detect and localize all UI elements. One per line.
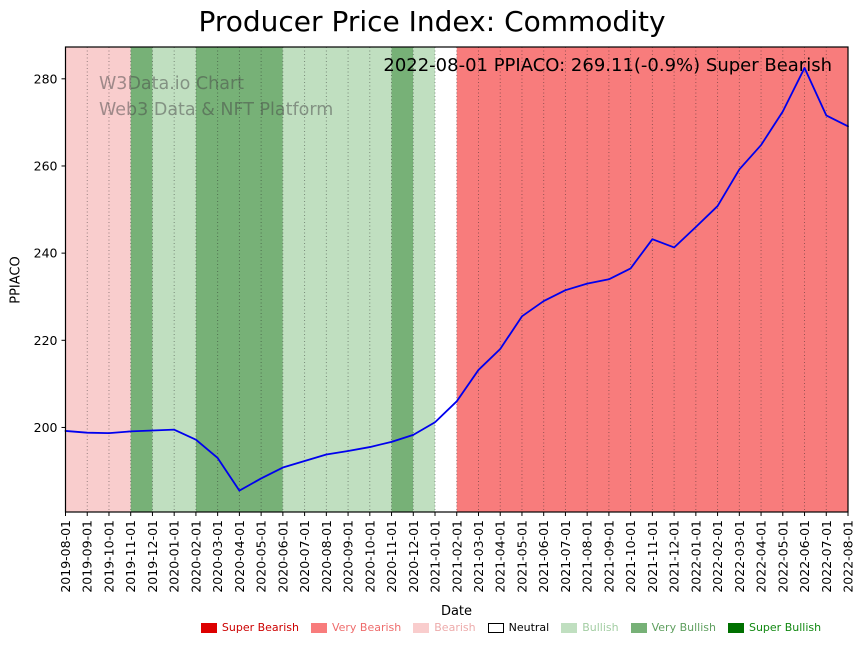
- legend-item-neutral: Neutral: [487, 621, 550, 634]
- y-tick-label: 240: [34, 246, 58, 261]
- legend-label: Very Bearish: [331, 621, 402, 634]
- legend-swatch-icon: [310, 622, 327, 633]
- legend-label: Super Bullish: [748, 621, 822, 634]
- x-tick-label: 2021-12-01: [667, 520, 682, 593]
- x-tick-label: 2020-11-01: [384, 520, 399, 593]
- x-tick-label: 2021-11-01: [645, 520, 660, 593]
- y-tick-label: 260: [34, 158, 58, 173]
- sentiment-band-bullish: [413, 47, 436, 512]
- x-tick-label: 2022-06-01: [797, 520, 812, 593]
- watermark-line2: Web3 Data & NFT Platform: [99, 100, 334, 121]
- x-tick-label: 2022-08-01: [841, 520, 856, 593]
- x-tick-label: 2022-04-01: [754, 520, 769, 593]
- legend-item-very-bearish: Very Bearish: [310, 621, 402, 634]
- x-tick-label: 2020-07-01: [297, 520, 312, 593]
- price-line: [64, 67, 849, 492]
- legend-swatch-icon: [727, 622, 744, 633]
- legend-item-bullish: Bullish: [561, 621, 619, 634]
- x-tick-label: 2020-09-01: [341, 520, 356, 593]
- sentiment-band-bullish: [282, 47, 392, 512]
- x-tick-label: 2021-07-01: [558, 520, 573, 593]
- y-tick-label: 220: [34, 333, 58, 348]
- x-tick-label: 2019-12-01: [145, 520, 160, 593]
- x-tick-label: 2020-10-01: [362, 520, 377, 593]
- legend-swatch-icon: [561, 622, 578, 633]
- y-tick-label: 280: [34, 71, 58, 86]
- legend-swatch-icon: [200, 622, 217, 633]
- legend-item-super-bearish: Super Bearish: [200, 621, 299, 634]
- sentiment-band-very-bearish: [456, 47, 848, 512]
- chart-title: Producer Price Index: Commodity: [198, 5, 666, 38]
- sentiment-band-neutral: [435, 47, 457, 512]
- x-tick-label: 2021-09-01: [601, 520, 616, 593]
- x-tick-label: 2021-03-01: [471, 520, 486, 593]
- legend-swatch-icon: [413, 622, 430, 633]
- legend-item-super-bullish: Super Bullish: [727, 621, 822, 634]
- x-tick-label: 2019-10-01: [101, 520, 116, 593]
- x-tick-label: 2022-05-01: [775, 520, 790, 593]
- legend-item-very-bullish: Very Bullish: [630, 621, 716, 634]
- x-tick-label: 2021-10-01: [623, 520, 638, 593]
- legend-item-bearish: Bearish: [413, 621, 476, 634]
- sentiment-band-very-bullish: [391, 47, 414, 512]
- watermark: W3Data.io Chart Web3 Data & NFT Platform: [99, 71, 333, 124]
- legend-label: Neutral: [508, 621, 550, 634]
- x-tick-label: 2020-12-01: [406, 520, 421, 593]
- x-tick-label: 2019-08-01: [58, 520, 73, 593]
- x-axis-label: Date: [440, 604, 473, 619]
- legend: Super Bearish Very Bearish Bearish Neutral B…: [0, 621, 857, 634]
- y-tick-label: 200: [34, 420, 58, 435]
- x-tick-label: 2020-05-01: [254, 520, 269, 593]
- legend-swatch-icon: [487, 622, 504, 633]
- x-tick-label: 2022-03-01: [732, 520, 747, 593]
- sentiment-band-very-bullish: [130, 47, 153, 512]
- x-tick-label: 2021-01-01: [428, 520, 443, 593]
- x-tick-label: 2019-11-01: [123, 520, 138, 593]
- x-tick-label: 2021-08-01: [580, 520, 595, 593]
- last-value-annotation: 2022-08-01 PPIACO: 269.11(-0.9%) Super B…: [383, 55, 832, 76]
- x-tick-label: 2020-08-01: [319, 520, 334, 593]
- x-tick-label: 2021-05-01: [514, 520, 529, 593]
- x-tick-label: 2020-01-01: [167, 520, 182, 593]
- legend-swatch-icon: [630, 622, 647, 633]
- legend-label: Bullish: [582, 621, 619, 634]
- x-tick-label: 2020-02-01: [188, 520, 203, 593]
- x-tick-label: 2020-03-01: [210, 520, 225, 593]
- x-tick-label: 2022-01-01: [688, 520, 703, 593]
- x-tick-label: 2019-09-01: [80, 520, 95, 593]
- x-tick-label: 2021-02-01: [449, 520, 464, 593]
- x-tick-label: 2021-06-01: [536, 520, 551, 593]
- sentiment-band-bearish: [65, 47, 131, 512]
- x-tick-label: 2022-02-01: [710, 520, 725, 593]
- x-tick-label: 2020-04-01: [232, 520, 247, 593]
- legend-label: Bearish: [434, 621, 476, 634]
- legend-label: Very Bullish: [651, 621, 716, 634]
- x-tick-label: 2020-06-01: [275, 520, 290, 593]
- legend-label: Super Bearish: [221, 621, 299, 634]
- x-tick-label: 2021-04-01: [493, 520, 508, 593]
- x-tick-label: 2022-07-01: [819, 520, 834, 593]
- y-axis-label: PPIACO: [8, 256, 24, 304]
- watermark-line1: W3Data.io Chart: [99, 74, 245, 94]
